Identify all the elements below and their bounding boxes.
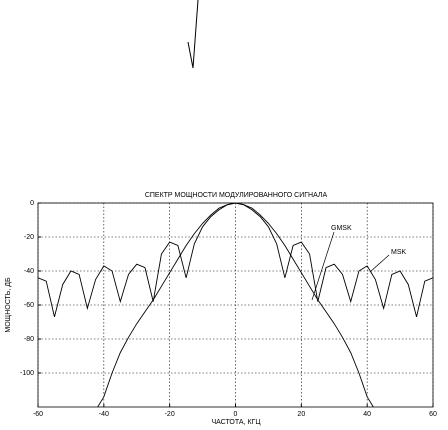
x-tick-label: 0 (234, 411, 238, 418)
x-tick-label: 40 (363, 411, 371, 418)
annotation: MSK (391, 249, 407, 256)
x-tick-label: -60 (33, 411, 43, 418)
x-tick-label: -40 (99, 411, 109, 418)
y-tick-label: -40 (24, 268, 34, 275)
y-tick-label: -100 (20, 370, 34, 377)
x-tick-label: -20 (165, 411, 175, 418)
y-axis-label: МОЩНОСТЬ, ДБ (5, 277, 12, 333)
chart-title: СПЕКТР МОЩНОСТИ МОДУЛИРОВАННОГО СИГНАЛА (145, 192, 328, 199)
y-tick-label: -80 (24, 336, 34, 343)
annotation-leader (369, 254, 390, 273)
y-tick-label: -20 (24, 234, 34, 241)
y-tick-label: -60 (24, 302, 34, 309)
x-tick-label: 60 (429, 411, 437, 418)
x-axis-label: ЧАСТОТА, КГЦ (211, 419, 261, 426)
y-tick-label: 0 (30, 200, 34, 207)
series-line (97, 203, 374, 407)
annotation: GMSK (331, 225, 352, 232)
stray-mark (187, 0, 199, 69)
series-line (38, 203, 433, 318)
x-tick-label: 20 (297, 411, 305, 418)
